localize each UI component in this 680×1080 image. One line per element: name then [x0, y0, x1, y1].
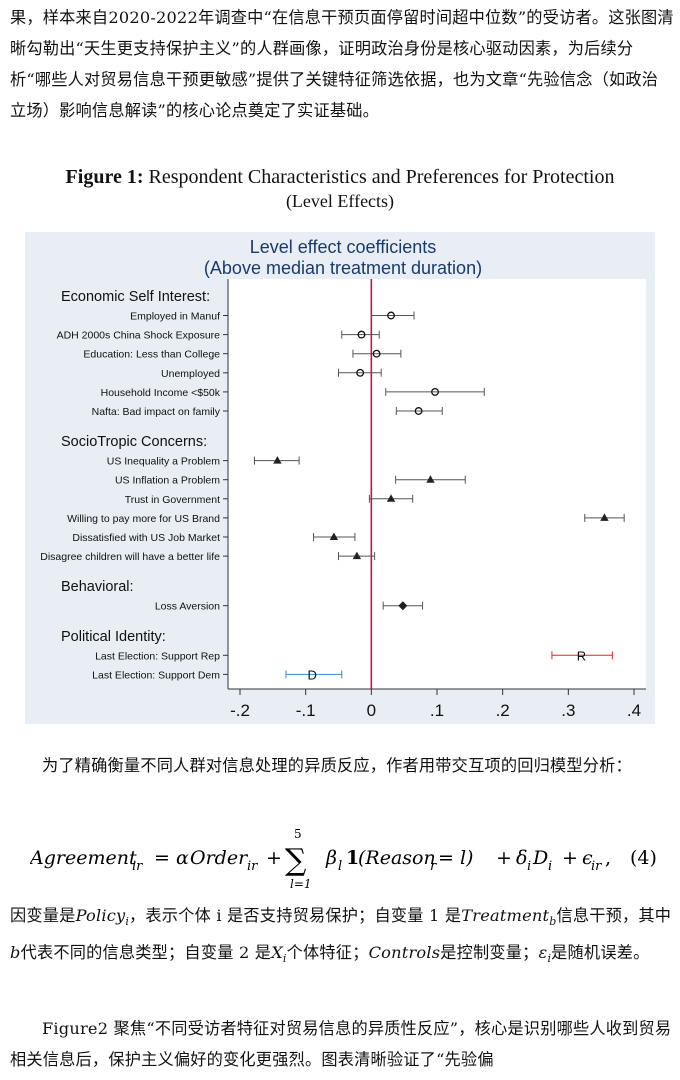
estimate-circle-marker — [356, 368, 365, 377]
paragraph-variables-part: i — [547, 952, 552, 966]
row-label: Willing to pay more for US Brand — [67, 513, 220, 525]
row-label: Trust in Government — [125, 494, 220, 506]
paragraph-variables-part: 是随机误差。 — [551, 943, 650, 963]
x-tick-label: -.1 — [296, 701, 316, 720]
eq-order-sub: ir — [247, 859, 258, 874]
paragraph-variables-part: 代表不同的信息类型；自变量 2 是 — [20, 943, 272, 963]
estimate-circle-marker — [414, 407, 423, 415]
eq-indicator: 1 — [346, 847, 359, 869]
row-label: US Inflation a Problem — [115, 475, 220, 487]
estimate-triangle-marker — [273, 456, 282, 464]
estimate-circle-marker — [387, 311, 395, 320]
row-label: Disagree children will have a better lif… — [40, 551, 220, 563]
group-header: SocioTropic Concerns: — [61, 434, 207, 450]
chart-layer: Level effect coefficients(Above median t… — [40, 237, 646, 720]
paragraph-variables-part: ，表示个体 i 是否支持贸易保护；自变量 1 是 — [129, 906, 462, 925]
eq-plus-3: + — [562, 847, 578, 869]
estimate-circle-marker — [372, 349, 381, 358]
eq-reason: (Reason — [358, 847, 436, 869]
estimate-letter-marker: D — [308, 667, 317, 682]
eq-beta-sub: l — [338, 859, 342, 874]
estimate-triangle-marker — [352, 551, 362, 560]
paragraph-variables-part: 是控制变量； — [440, 943, 539, 963]
paragraph-figure2: Figure2 聚焦“不同受访者特征对贸易信息的异质性反应”，核心是识别哪些人收… — [10, 1019, 672, 1069]
x-tick-label: -.2 — [230, 701, 250, 720]
estimate-circle-marker — [431, 387, 439, 396]
x-tick-label: .3 — [561, 701, 575, 720]
paragraph-variables: 因变量是Policyi，表示个体 i 是否支持贸易保护；自变量 1 是Treat… — [10, 900, 674, 974]
estimate-triangle-marker — [329, 532, 339, 540]
eq-equals: = — [154, 847, 170, 869]
eq-d: D — [532, 847, 548, 869]
eq-lhs-sub: ir — [132, 859, 143, 874]
eq-order: Order — [190, 847, 249, 869]
figure-title: Figure 1: Respondent Characteristics and… — [0, 165, 680, 189]
paragraph-variables-part: 因变量是 — [10, 906, 76, 925]
x-tick-label: 0 — [367, 701, 376, 720]
eq-delta: δ — [516, 847, 527, 869]
figure-subtitle: (Level Effects) — [285, 191, 395, 211]
row-label: Last Election: Support Rep — [95, 650, 220, 662]
paragraph-variables-part: Policy — [75, 906, 126, 925]
group-header: Political Identity: — [61, 629, 166, 645]
figure-label: Figure 1: — [65, 166, 144, 188]
paragraph-variables-part: i — [125, 915, 130, 929]
row-label: Dissatisfied with US Job Market — [72, 532, 220, 544]
group-header: Economic Self Interest: — [61, 289, 210, 305]
paragraph-model: 为了精确衡量不同人群对信息处理的异质反应，作者用带交互项的回归模型分析： — [42, 756, 632, 775]
row-label: Unemployed — [161, 368, 220, 380]
eq-sum-top: 5 — [294, 827, 302, 841]
eq-reason-sub: r — [430, 859, 437, 874]
eq-plus-2: + — [496, 847, 512, 869]
eq-plus-1: + — [266, 847, 282, 869]
estimate-triangle-marker — [386, 494, 396, 502]
row-label: Loss Aversion — [155, 601, 220, 613]
paragraph-variables-part: Controls — [368, 943, 441, 963]
row-label: Last Election: Support Dem — [92, 669, 220, 681]
chart-subtitle: (Above median treatment duration) — [204, 258, 482, 278]
estimate-circle-marker — [357, 330, 366, 339]
row-label: Nafta: Bad impact on family — [92, 406, 221, 418]
paragraph-variables-part: X — [271, 943, 283, 963]
group-header: Behavioral: — [61, 579, 134, 595]
row-label: Employed in Manuf — [130, 311, 220, 323]
paragraph-variables-part: i — [282, 952, 287, 966]
paragraph-variables-part: ε — [538, 943, 548, 963]
eq-d-sub: i — [548, 859, 552, 874]
estimate-triangle-marker — [600, 513, 609, 521]
paragraph-variables-part: 个体特征； — [286, 943, 369, 963]
eq-alpha: α — [176, 847, 189, 869]
row-label: ADH 2000s China Shock Exposure — [57, 330, 221, 342]
equation-4: Agreement ir = α Order ir + 5 ∑ l=1 β l … — [30, 827, 657, 891]
plot-area — [228, 279, 646, 689]
row-label: Education: Less than College — [83, 349, 220, 361]
paragraph-variables-part: b — [549, 915, 557, 929]
x-tick-label: .4 — [627, 701, 641, 720]
x-tick-label: .1 — [430, 701, 444, 720]
figure-title-text: Respondent Characteristics and Preferenc… — [148, 166, 615, 188]
eq-reason-tail: = l) — [438, 847, 473, 869]
eq-lhs: Agreement — [30, 847, 137, 869]
x-tick-label: .2 — [496, 701, 510, 720]
row-label: Household Income <$50k — [101, 387, 221, 399]
paragraph-variables-part: Treatment — [461, 906, 550, 925]
estimate-letter-marker: R — [577, 648, 586, 663]
paragraph-intro: 果，样本来自2020-2022年调查中“在信息干预页面停留时间超中位数”的受访者… — [10, 8, 674, 120]
eq-epsilon: ϵ — [582, 847, 593, 869]
estimate-diamond-marker — [398, 601, 408, 611]
eq-sum-bottom: l=1 — [290, 877, 312, 891]
eq-epsilon-sub: ir — [591, 859, 602, 874]
paragraph-variables-part: 信息干预，其中 — [556, 906, 672, 925]
paragraph-variables-part: b — [10, 943, 21, 963]
chart-title: Level effect coefficients — [250, 237, 436, 257]
coefficient-chart: Level effect coefficients(Above median t… — [25, 232, 655, 724]
eq-comma: , — [605, 847, 611, 869]
eq-sum-symbol: ∑ — [285, 843, 307, 878]
row-label: US Inequality a Problem — [107, 456, 220, 468]
estimate-triangle-marker — [426, 475, 435, 483]
eq-number: (4) — [630, 847, 657, 869]
eq-delta-sub: i — [527, 859, 531, 874]
eq-beta: β — [325, 847, 337, 869]
